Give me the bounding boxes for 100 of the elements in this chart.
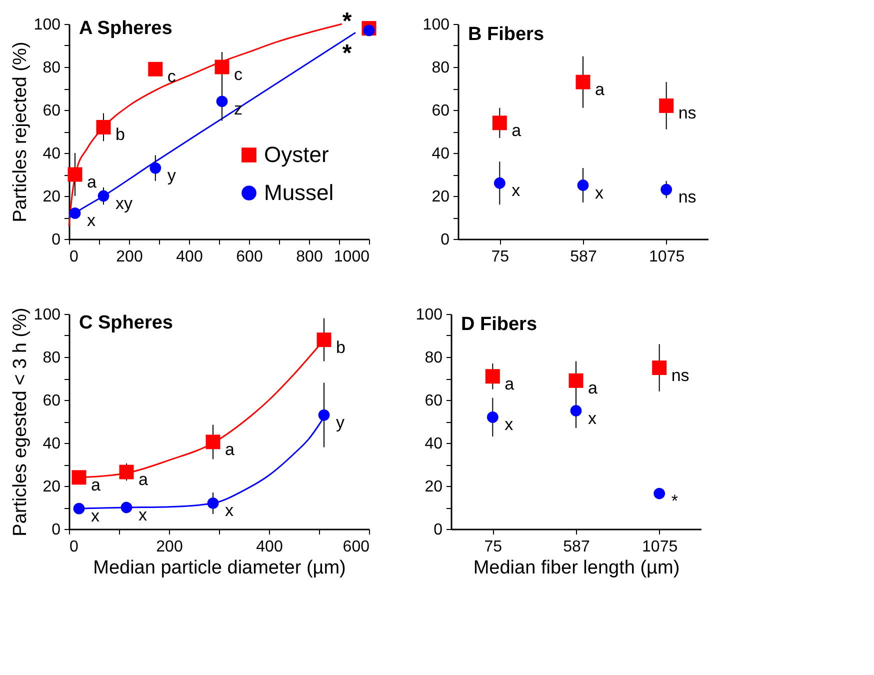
legend-label: Mussel (264, 180, 334, 205)
y-tick-label: 60 (424, 392, 443, 410)
data-label: x (87, 211, 96, 230)
data-label: a (138, 470, 148, 490)
data-label: a (91, 475, 101, 494)
x-tick-label: 600 (236, 248, 263, 266)
y-axis-title: Particles rejected (%) (10, 42, 31, 222)
data-label: a (588, 378, 598, 398)
y-tick-label: 0 (52, 232, 61, 248)
y-tick-label: 20 (432, 188, 450, 206)
point (568, 373, 584, 388)
point (485, 369, 500, 384)
y-tick-label: 20 (42, 188, 61, 206)
point (659, 98, 674, 113)
y-tick-label: 20 (42, 478, 61, 496)
y-tick-label: 40 (424, 436, 443, 452)
x-tick-label: 1000 (334, 248, 370, 266)
data-label: x (138, 506, 148, 524)
data-label: x (512, 181, 521, 200)
point (363, 24, 375, 36)
legend-label: Oyster (264, 142, 329, 167)
y-tick-label: 60 (432, 102, 450, 120)
data-label: a (225, 440, 235, 459)
point (150, 162, 162, 174)
point (69, 208, 81, 219)
data-label: b (336, 338, 346, 357)
x-tick-label: 0 (70, 538, 78, 556)
x-tick-label: 600 (342, 538, 370, 556)
point (576, 74, 590, 90)
y-tick-label: 40 (42, 146, 61, 162)
x-tick-label: 400 (176, 248, 203, 266)
data-label: x (504, 415, 514, 434)
x-tick-label: 587 (563, 538, 590, 556)
point (148, 62, 163, 76)
x-axis-title: Median fiber length (µm) (473, 558, 680, 578)
y-tick-label: 60 (42, 102, 61, 120)
x-tick-label: 200 (116, 248, 143, 266)
point (486, 412, 498, 423)
x-tick-label: 400 (256, 538, 283, 556)
chart-title: D Fibers (461, 314, 538, 335)
y-tick-label: 0 (440, 232, 450, 248)
point (214, 60, 230, 74)
x-tick-label: 75 (491, 248, 510, 266)
x-tick-label: 587 (570, 248, 597, 266)
y-tick-label: 40 (432, 146, 450, 162)
point (652, 360, 667, 375)
point (654, 488, 666, 500)
x-axis-title: Median particle diameter (µm) (93, 558, 346, 578)
y-tick-label: 0 (434, 522, 443, 538)
chart-title: A Spheres (79, 18, 172, 39)
x-tick-label: 200 (156, 538, 183, 556)
data-label: xy (116, 194, 133, 213)
y-tick-label: 80 (432, 60, 450, 76)
x-tick-label: 1075 (649, 248, 685, 266)
data-label: * (671, 492, 678, 511)
data-label: ns (678, 188, 696, 207)
point (68, 167, 82, 182)
y-tick-label: 100 (34, 306, 61, 324)
data-label: c (167, 67, 176, 86)
annotation: * (342, 40, 352, 67)
x-tick-label: 800 (296, 248, 323, 266)
data-label: y (336, 413, 345, 432)
point (492, 116, 507, 130)
y-tick-label: 80 (42, 350, 61, 366)
data-label: x (225, 501, 234, 520)
data-label: ns (671, 366, 690, 385)
point (96, 120, 111, 134)
x-tick-label: 75 (484, 538, 502, 556)
data-label: ns (678, 104, 696, 123)
point (98, 190, 110, 202)
point (494, 177, 506, 189)
y-tick-label: 100 (34, 16, 61, 34)
y-tick-label: 100 (422, 16, 450, 34)
data-label: a (504, 374, 515, 394)
chart-title: B Fibers (468, 24, 544, 45)
point (216, 96, 228, 108)
data-label: x (595, 183, 604, 202)
data-label: c (234, 65, 243, 84)
y-tick-label: 0 (52, 522, 61, 538)
point (660, 184, 672, 196)
y-tick-label: 60 (42, 392, 61, 410)
data-label: a (87, 172, 97, 192)
data-label: a (512, 120, 522, 140)
y-tick-label: 20 (424, 478, 443, 496)
data-label: a (595, 80, 605, 100)
data-label: y (167, 166, 176, 186)
point (570, 405, 582, 416)
point (577, 180, 589, 191)
y-tick-label: 80 (42, 60, 61, 76)
y-axis-title: Particles egested < 3 h (%) (10, 308, 31, 536)
x-tick-label: 1075 (642, 538, 678, 556)
data-label: b (116, 125, 125, 144)
annotation: * (342, 8, 352, 35)
data-label: x (91, 506, 100, 526)
y-tick-label: 100 (416, 306, 443, 324)
data-label: x (588, 408, 597, 428)
y-tick-label: 80 (424, 350, 443, 366)
chart-title: C Spheres (79, 312, 173, 334)
y-tick-label: 40 (42, 436, 61, 452)
x-tick-label: 0 (70, 248, 78, 266)
